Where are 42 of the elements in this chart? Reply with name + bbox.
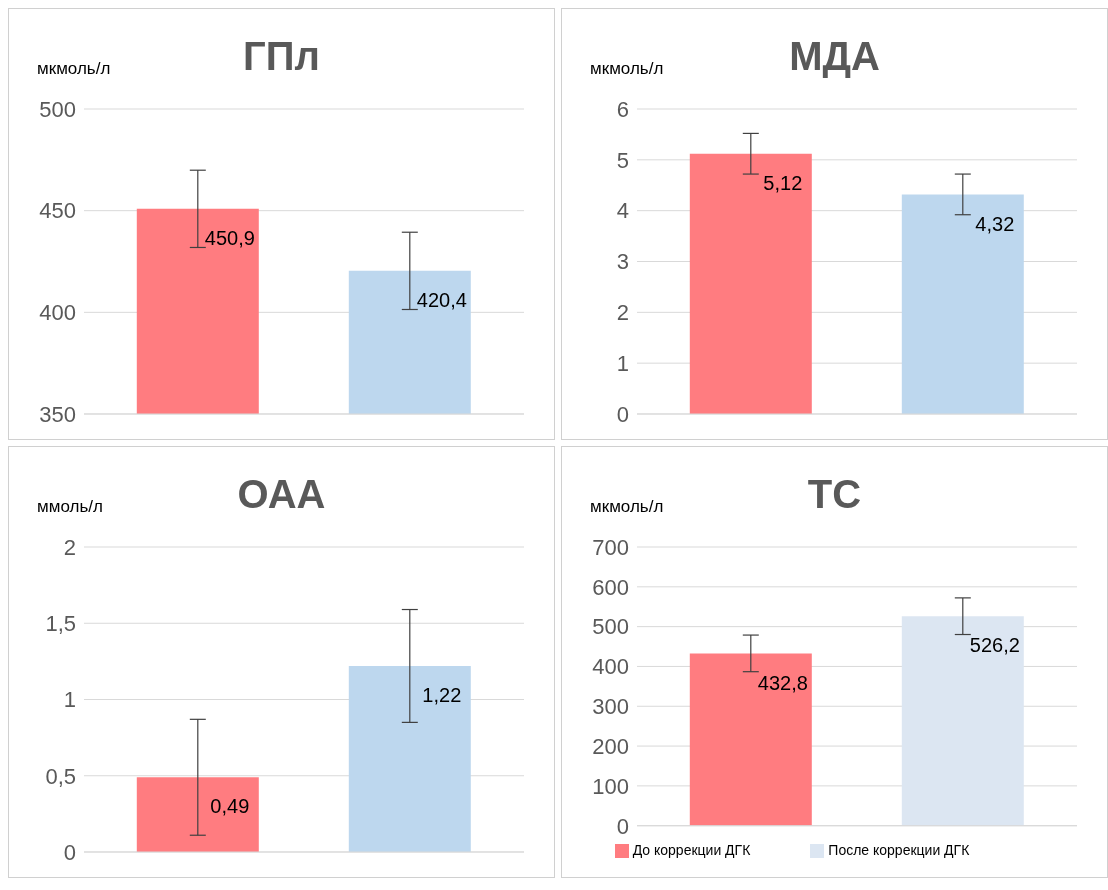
y-tick-label: 5 [616,147,629,173]
y-tick-label: 200 [592,733,629,759]
y-axis-title: ммоль/л [37,497,103,517]
y-tick-label: 600 [592,574,629,600]
y-tick-label: 500 [592,614,629,640]
y-tick-label: 0 [63,839,76,865]
y-tick-label: 3 [616,249,629,275]
y-tick-label: 0 [616,813,629,839]
y-tick-label: 100 [592,773,629,799]
y-tick-label: 1 [616,350,629,376]
y-tick-label: 400 [592,654,629,680]
y-tick-label: 0 [616,401,629,427]
y-tick-label: 450 [39,198,76,224]
y-tick-label: 2 [63,534,76,560]
y-axis-title: мкмоль/л [590,497,664,517]
data-label: 0,49 [210,795,250,818]
data-label: 420,4 [416,289,467,312]
y-tick-label: 6 [616,96,629,122]
legend-label: После коррекции ДГК [828,841,970,858]
y-tick-label: 1,5 [45,611,76,637]
y-tick-label: 300 [592,694,629,720]
data-label: 526,2 [969,634,1020,657]
data-label: 450,9 [204,227,255,250]
chart-title: ТС [807,472,862,516]
chart-title: ГПл [243,34,320,78]
y-tick-label: 400 [39,300,76,326]
data-label: 4,32 [975,212,1015,235]
y-axis-title: мкмоль/л [590,59,664,79]
y-tick-label: 500 [39,96,76,122]
y-tick-label: 1 [63,687,76,713]
y-tick-label: 4 [616,198,629,224]
data-label: 432,8 [757,671,808,694]
y-tick-label: 0,5 [45,763,76,789]
chart-title: ОАА [237,472,326,516]
y-tick-label: 350 [39,401,76,427]
data-label: 1,22 [422,684,462,707]
data-label: 5,12 [763,171,803,194]
y-tick-label: 700 [592,534,629,560]
legend-label: До коррекции ДГК [632,841,751,858]
chart-title: МДА [789,34,880,78]
y-tick-label: 2 [616,300,629,326]
y-axis-title: мкмоль/л [37,59,111,79]
